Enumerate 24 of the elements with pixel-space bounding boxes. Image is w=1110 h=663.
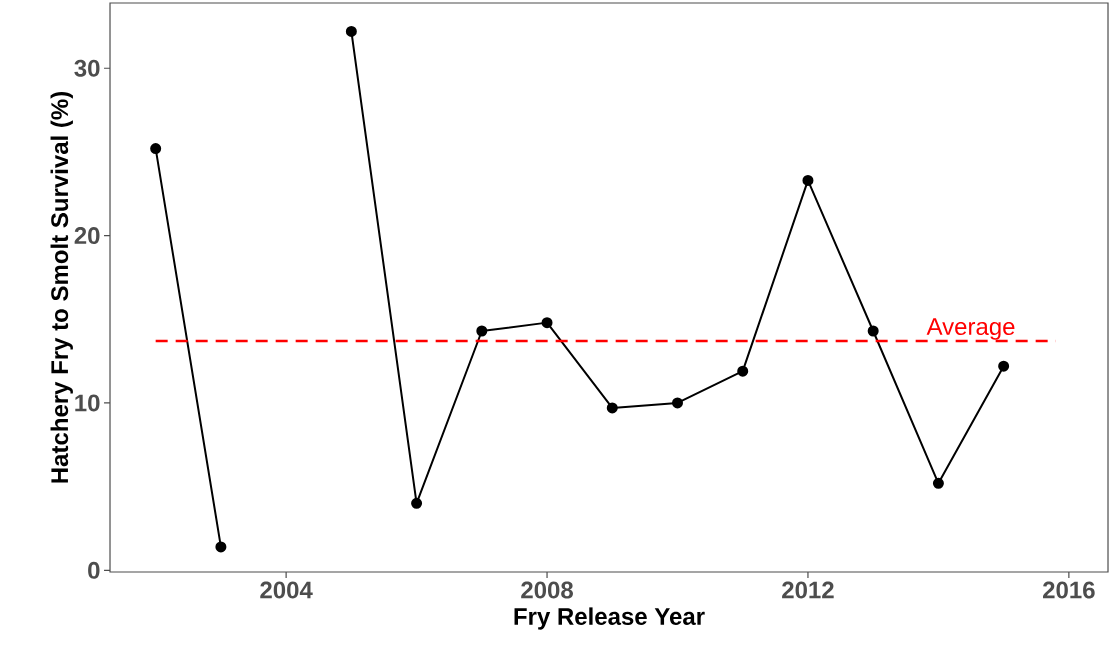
point	[867, 325, 879, 337]
x-tick-label: 2012	[782, 581, 834, 599]
y-axis-title: Hatchery Fry to Smolt Survival (%)	[50, 92, 73, 483]
y-tick-label: 10	[75, 394, 100, 412]
point	[737, 365, 749, 377]
point	[998, 360, 1010, 372]
y-tick-label: 30	[74, 59, 100, 77]
point	[215, 541, 227, 553]
point	[932, 477, 944, 489]
ref-line-label: Average	[926, 318, 1015, 340]
x-tick-label: 2016	[1043, 581, 1095, 599]
point	[541, 317, 553, 329]
y-tick-label: 0	[88, 561, 100, 579]
point	[672, 397, 683, 409]
point	[345, 25, 357, 37]
point	[150, 143, 162, 155]
y-tick-label: 20	[74, 227, 100, 245]
x-axis-title: Fry Release Year	[514, 607, 705, 630]
point	[802, 174, 814, 186]
point	[606, 402, 618, 414]
point	[411, 497, 423, 509]
x-tick-label: 2008	[521, 581, 573, 599]
point	[476, 325, 488, 337]
x-tick-label: 2004	[260, 581, 313, 599]
